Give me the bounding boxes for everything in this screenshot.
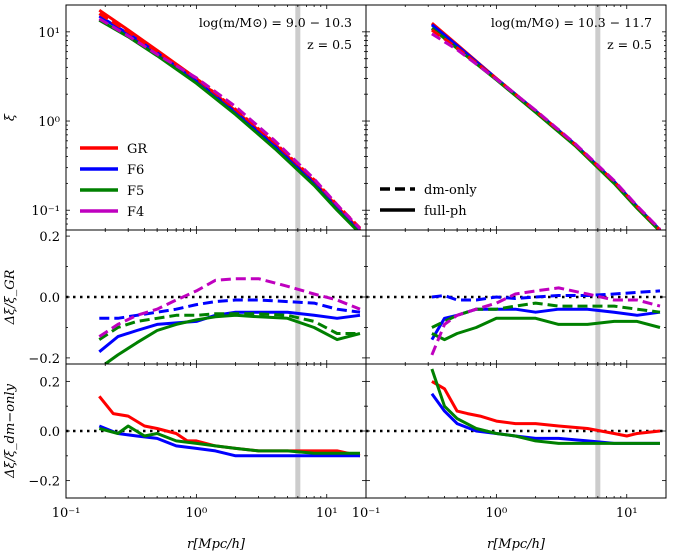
series-f6-solid-line — [98, 424, 360, 458]
legend-label-dm-only: dm-only — [424, 183, 477, 198]
x-tick-label: 10⁻¹ — [352, 506, 381, 521]
series-f5-solid-line — [98, 424, 360, 455]
series-f5-dashed-line — [431, 301, 661, 329]
series-f6-dashed-line — [99, 298, 361, 320]
panel-annotation: log(m/M⊙) = 9.0 − 10.3 — [199, 15, 352, 30]
axis-ticks — [365, 4, 667, 231]
panel-top-right: log(m/M⊙) = 10.3 − 11.7 z = 0.5 dm-only ful… — [365, 4, 667, 231]
panel-middle-right — [365, 229, 667, 365]
y-tick-label: −0.2 — [28, 475, 60, 490]
series-f4-dashed-line — [98, 17, 362, 230]
panel-frame — [365, 363, 667, 499]
plot-area — [66, 364, 366, 498]
plot-area — [98, 5, 362, 230]
series-gr-solid-line — [431, 380, 661, 438]
x-tick-label: 10⁰ — [185, 506, 207, 521]
y-axis-label: Δξ/ξ_GR — [3, 269, 18, 325]
y-tick-label: 10⁰ — [38, 115, 60, 130]
x-tick-label: 10¹ — [316, 506, 338, 521]
series-gr-solid-line — [98, 395, 361, 458]
axis-ticks — [365, 364, 667, 498]
plot-area — [66, 230, 366, 364]
y-tick-label: 10⁻¹ — [31, 204, 60, 219]
series-f5-solid-line — [104, 313, 361, 364]
legend-label-gr: GR — [127, 142, 148, 157]
y-axis-label: Δξ/ξ_dm−only — [3, 383, 18, 478]
x-tick-label: 10⁻¹ — [52, 506, 81, 521]
plot-area — [366, 364, 666, 498]
legend-label-full-ph: full-ph — [424, 204, 467, 219]
plot-area — [430, 5, 662, 230]
series-f4-dashed-line — [430, 286, 661, 356]
x-tick-label: 10⁰ — [485, 506, 507, 521]
axis-ticks — [365, 230, 667, 364]
panel-annotation: z = 0.5 — [607, 37, 652, 52]
series-gr-dashed-line — [431, 28, 662, 230]
panel-annotation: log(m/M⊙) = 10.3 − 11.7 — [491, 15, 652, 30]
x-axis-label: r[Mpc/h] — [187, 537, 246, 552]
y-tick-label: 0.0 — [39, 291, 60, 306]
series-f4-dashed-line — [98, 277, 361, 338]
legend-models: GR F6 F5 F4 — [80, 142, 148, 220]
series-f5-dashed-line — [98, 312, 360, 341]
panel-annotation: z = 0.5 — [307, 37, 352, 52]
y-tick-label: 0.2 — [39, 230, 60, 245]
panel-bottom-right: 10⁻¹ 10⁰ 10¹ r[Mpc/h] — [352, 363, 667, 552]
y-tick-label: −0.2 — [28, 352, 60, 367]
legend-label-f5: F5 — [127, 184, 144, 199]
legend-styles: dm-only full-ph — [380, 183, 477, 219]
legend-label-f4: F4 — [127, 205, 144, 220]
panel-middle-left: −0.2 0.0 0.2 Δξ/ξ_GR — [3, 229, 367, 367]
series-f6-dashed-line — [431, 289, 661, 302]
y-tick-label: 0.2 — [39, 375, 60, 390]
panel-frame — [365, 229, 667, 365]
y-axis-label: ξ — [3, 113, 18, 121]
series-f5-solid-line — [430, 27, 661, 230]
x-axis-label: r[Mpc/h] — [487, 537, 546, 552]
panel-top-left: 10⁻¹ 10⁰ 10¹ ξ log(m/M⊙) = 9.0 − 10.3 z = 0.5… — [3, 4, 367, 231]
y-tick-label: 0.0 — [39, 425, 60, 440]
series-f5-solid-line — [98, 18, 359, 230]
x-tick-label: 10¹ — [616, 506, 638, 521]
plot-area — [366, 230, 666, 364]
panel-bottom-left: −0.2 0.0 0.2 10⁻¹ 10⁰ 10¹ Δξ/ξ_dm−only r[Mpc/h] — [3, 363, 367, 552]
series-f4-dashed-line — [431, 32, 662, 230]
y-tick-label: 10¹ — [38, 26, 60, 41]
series-f5-solid-line — [430, 368, 660, 445]
series-f5-solid-line — [431, 316, 661, 342]
legend-label-f6: F6 — [127, 163, 144, 178]
